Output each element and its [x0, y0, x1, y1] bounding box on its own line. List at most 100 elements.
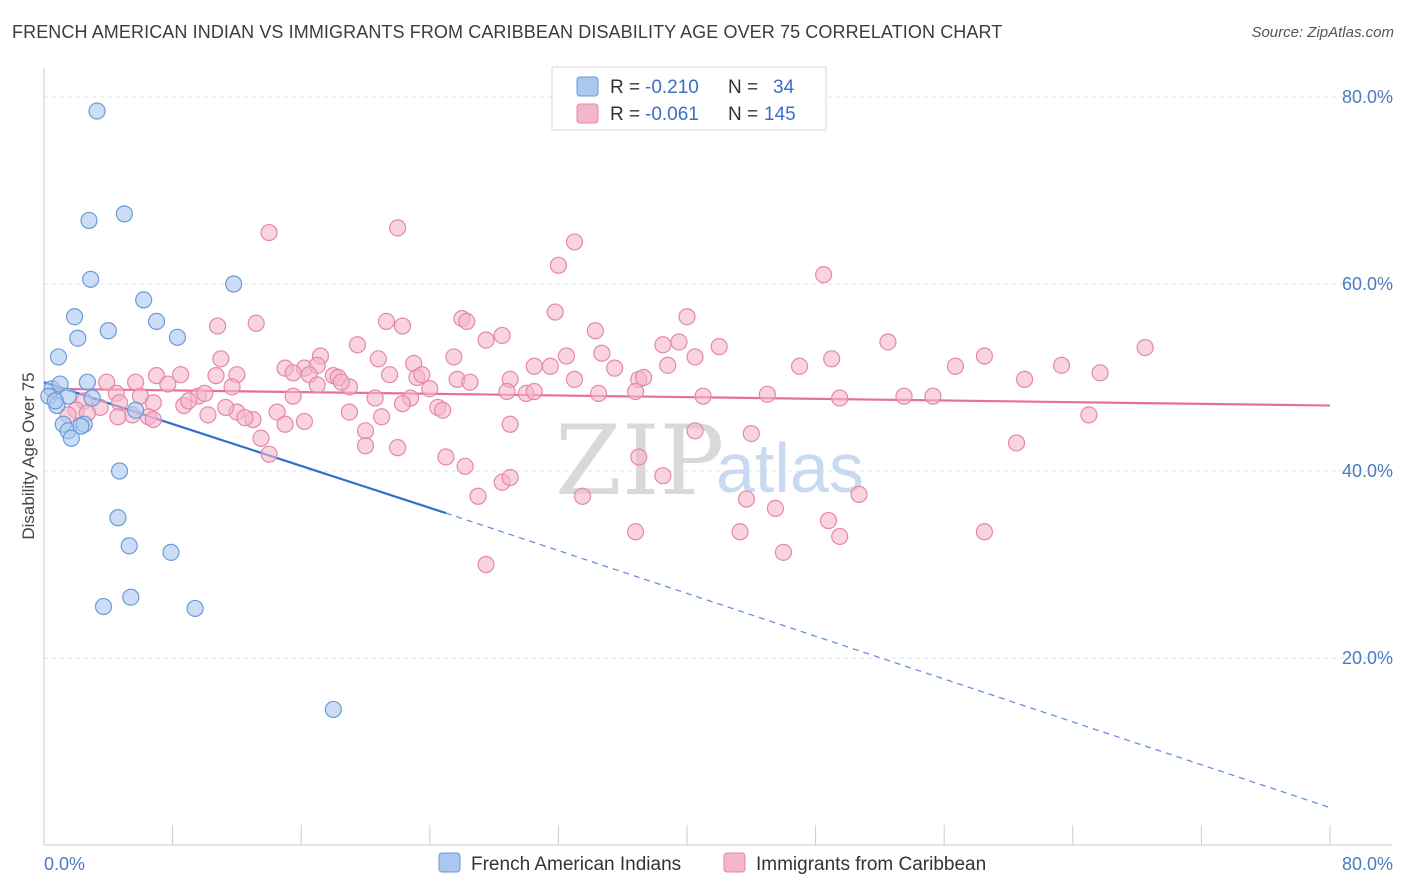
point-immigrants-caribbean: [879, 333, 897, 351]
trend-line-pink: [43, 387, 1331, 407]
point-immigrants-caribbean: [678, 308, 696, 326]
point-immigrants-caribbean: [565, 233, 584, 251]
point-immigrants-caribbean: [456, 457, 474, 475]
point-immigrants-caribbean: [159, 375, 177, 393]
series-swatch-pink: [723, 852, 746, 873]
point-immigrants-caribbean: [477, 331, 495, 349]
point-immigrants-caribbean: [742, 425, 760, 443]
point-immigrants-caribbean: [549, 256, 568, 274]
point-french-american-indians: [324, 700, 342, 719]
point-french-american-indians: [135, 291, 153, 309]
series-swatch-blue: [438, 852, 461, 873]
trend-line-blue-dashed: [445, 512, 1331, 809]
point-immigrants-caribbean: [819, 511, 838, 530]
point-immigrants-caribbean: [469, 487, 487, 505]
point-immigrants-caribbean: [630, 448, 648, 466]
series-label-1: French American Indians: [471, 854, 681, 875]
watermark: ZIP atlas: [555, 405, 864, 517]
point-french-american-indians: [99, 322, 117, 340]
point-immigrants-caribbean: [831, 389, 849, 407]
point-immigrants-caribbean: [731, 523, 749, 541]
point-immigrants-caribbean: [626, 382, 645, 401]
point-french-american-indians: [49, 348, 68, 366]
y-tick-label: 40.0%: [1342, 461, 1393, 481]
point-immigrants-caribbean: [498, 382, 516, 401]
point-immigrants-caribbean: [694, 387, 712, 405]
point-immigrants-caribbean: [284, 387, 302, 405]
point-immigrants-caribbean: [975, 347, 993, 365]
point-immigrants-caribbean: [634, 368, 653, 387]
point-immigrants-caribbean: [790, 357, 809, 375]
point-french-american-indians: [162, 543, 180, 561]
axes: [43, 68, 1392, 846]
point-immigrants-caribbean: [831, 527, 849, 546]
point-immigrants-caribbean: [223, 378, 241, 396]
series-legend: French American Indians Immigrants from …: [438, 852, 986, 875]
point-immigrants-caribbean: [525, 382, 543, 401]
point-immigrants-caribbean: [895, 387, 913, 405]
point-immigrants-caribbean: [461, 373, 479, 391]
point-immigrants-caribbean: [458, 312, 476, 330]
point-immigrants-caribbean: [850, 485, 868, 503]
point-immigrants-caribbean: [348, 336, 367, 354]
legend-r-label-1: R =: [610, 77, 640, 98]
point-immigrants-caribbean: [946, 357, 965, 375]
point-immigrants-caribbean: [268, 403, 286, 421]
point-immigrants-caribbean: [1091, 364, 1109, 382]
point-immigrants-caribbean: [686, 348, 704, 366]
point-immigrants-caribbean: [606, 359, 624, 377]
point-immigrants-caribbean: [284, 364, 302, 382]
point-immigrants-caribbean: [389, 219, 407, 237]
point-immigrants-caribbean: [654, 467, 672, 485]
y-tick-label: 80.0%: [1342, 87, 1393, 107]
point-french-american-indians: [110, 462, 129, 480]
point-immigrants-caribbean: [212, 350, 230, 368]
series-label-2: Immigrants from Caribbean: [756, 854, 986, 875]
point-immigrants-caribbean: [565, 370, 584, 388]
point-immigrants-caribbean: [1052, 356, 1071, 374]
watermark-atlas: atlas: [716, 429, 864, 507]
point-immigrants-caribbean: [766, 499, 785, 517]
point-immigrants-caribbean: [710, 338, 728, 356]
trend-lines: [43, 381, 1331, 809]
point-immigrants-caribbean: [1007, 434, 1026, 452]
point-french-american-indians: [225, 275, 243, 293]
point-immigrants-caribbean: [356, 422, 375, 440]
point-immigrants-caribbean: [366, 389, 384, 407]
point-immigrants-caribbean: [389, 439, 407, 457]
legend-r-value-1: -0.210: [645, 77, 699, 98]
point-french-american-indians: [120, 537, 138, 555]
legend: R = -0.210 N = 34 R = -0.061 N = 145: [551, 66, 827, 131]
tick-labels: 20.0% 40.0% 60.0% 80.0% 0.0% 80.0%: [44, 87, 1393, 874]
y-tick-label: 60.0%: [1342, 274, 1393, 294]
point-immigrants-caribbean: [477, 555, 495, 574]
legend-swatch-blue: [576, 76, 599, 97]
point-french-american-indians: [46, 392, 64, 410]
point-immigrants-caribbean: [180, 392, 198, 410]
point-immigrants-caribbean: [823, 350, 841, 368]
point-immigrants-caribbean: [372, 408, 391, 426]
point-immigrants-caribbean: [589, 384, 608, 402]
point-immigrants-caribbean: [172, 366, 190, 384]
x-tick-label: 0.0%: [44, 854, 85, 874]
point-french-american-indians: [62, 429, 80, 447]
chart-title: FRENCH AMERICAN INDIAN VS IMMIGRANTS FRO…: [12, 22, 1003, 42]
point-immigrants-caribbean: [437, 448, 455, 466]
point-immigrants-caribbean: [209, 317, 227, 335]
source-label: Source: ZipAtlas.com: [1251, 24, 1394, 41]
point-immigrants-caribbean: [493, 326, 511, 345]
point-french-american-indians: [147, 312, 166, 330]
point-immigrants-caribbean: [593, 344, 611, 362]
point-immigrants-caribbean: [501, 415, 519, 433]
point-french-american-indians: [94, 597, 113, 616]
point-immigrants-caribbean: [557, 347, 576, 365]
point-immigrants-caribbean: [252, 429, 270, 447]
point-immigrants-caribbean: [356, 437, 375, 455]
point-french-american-indians: [80, 211, 98, 230]
legend-n-label-1: N =: [728, 77, 758, 98]
point-immigrants-caribbean: [393, 395, 412, 413]
point-french-american-indians: [109, 509, 127, 527]
point-immigrants-caribbean: [654, 336, 672, 354]
point-french-american-indians: [51, 375, 69, 393]
